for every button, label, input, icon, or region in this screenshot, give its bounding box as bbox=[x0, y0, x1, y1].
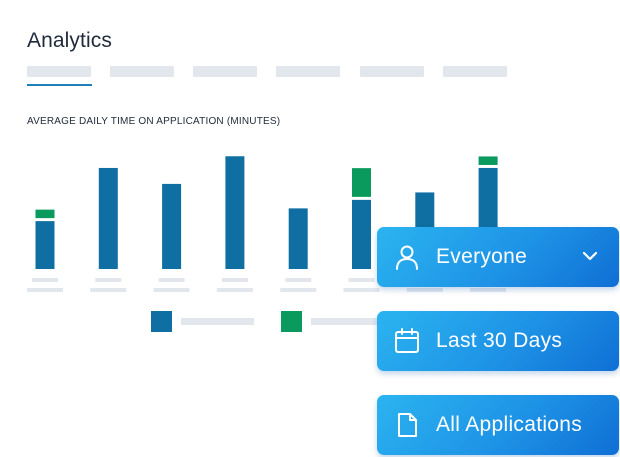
tab-2[interactable] bbox=[110, 66, 174, 77]
x-tick-label-placeholder bbox=[153, 288, 190, 292]
chart-title: AVERAGE DAILY TIME ON APPLICATION (MINUT… bbox=[27, 116, 281, 127]
x-tick-label-placeholder bbox=[32, 278, 58, 282]
x-tick-label-placeholder bbox=[95, 278, 122, 282]
document-icon bbox=[398, 413, 417, 437]
bar-series2-8 bbox=[478, 156, 498, 165]
active-tab-indicator bbox=[27, 84, 92, 86]
bar-series2-6 bbox=[352, 168, 371, 197]
x-tick-label-placeholder bbox=[343, 288, 380, 292]
x-tick-label-placeholder bbox=[280, 288, 317, 292]
bar-series1-4 bbox=[225, 156, 245, 269]
tab-1[interactable] bbox=[27, 66, 91, 77]
bar-series1-3 bbox=[162, 183, 182, 269]
tab-3[interactable] bbox=[193, 66, 257, 77]
x-tick-label-placeholder bbox=[348, 278, 375, 282]
x-tick-label-placeholder bbox=[285, 278, 312, 282]
date-range-filter-label: Last 30 Days bbox=[436, 329, 563, 352]
page-title: Analytics bbox=[27, 29, 112, 52]
tab-5[interactable] bbox=[360, 66, 424, 77]
bar-series1-6 bbox=[352, 199, 371, 269]
x-tick-label-placeholder bbox=[470, 288, 507, 292]
legend-label-placeholder bbox=[311, 318, 384, 325]
bar-series1-1 bbox=[35, 221, 55, 269]
person-icon bbox=[396, 245, 418, 270]
x-tick-label-placeholder bbox=[27, 288, 63, 292]
x-tick-label-placeholder bbox=[216, 288, 253, 292]
x-tick-label-placeholder bbox=[158, 278, 185, 282]
x-tick-label-placeholder bbox=[221, 278, 248, 282]
x-tick-label-placeholder bbox=[90, 288, 127, 292]
bar-series1-2 bbox=[98, 167, 118, 269]
chevron-down-icon bbox=[582, 251, 598, 261]
legend-swatch-series2 bbox=[281, 311, 302, 332]
calendar-icon bbox=[395, 328, 419, 353]
application-filter-button[interactable]: All Applications bbox=[377, 395, 619, 455]
x-tick-label-placeholder bbox=[406, 288, 443, 292]
tab-6[interactable] bbox=[443, 66, 507, 77]
bar-series1-5 bbox=[288, 208, 308, 269]
legend-swatch-series1 bbox=[151, 311, 172, 332]
tab-4[interactable] bbox=[276, 66, 340, 77]
legend-label-placeholder bbox=[181, 318, 254, 325]
date-range-filter-button[interactable]: Last 30 Days bbox=[377, 311, 619, 371]
application-filter-label: All Applications bbox=[436, 413, 583, 436]
audience-filter-button[interactable]: Everyone bbox=[377, 227, 619, 287]
audience-filter-label: Everyone bbox=[436, 245, 528, 268]
bar-series2-1 bbox=[35, 209, 55, 219]
